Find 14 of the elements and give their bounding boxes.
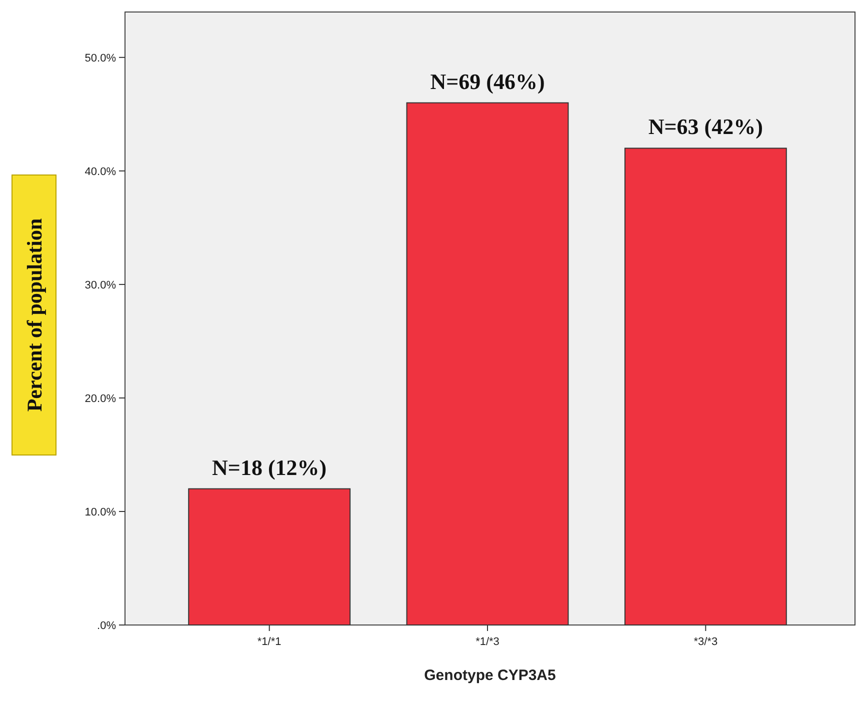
x-tick-label: *1/*1	[257, 636, 282, 648]
y-tick-label: 30.0%	[84, 279, 116, 292]
y-tick-label: 40.0%	[84, 166, 116, 178]
y-axis-title: Percent of population	[22, 218, 46, 412]
x-tick-label: *1/*3	[476, 636, 500, 648]
data-label: N=63 (42%)	[648, 114, 763, 140]
y-tick-label: 20.0%	[84, 392, 116, 405]
y-tick-label: 10.0%	[84, 506, 116, 518]
y-tick-label: .0%	[97, 620, 116, 632]
x-axis-title: Genotype CYP3A5	[424, 667, 556, 684]
y-tick-label: 50.0%	[84, 52, 116, 64]
x-tick-label: *3/*3	[694, 636, 718, 648]
data-label: N=69 (46%)	[430, 68, 545, 94]
data-label: N=18 (12%)	[212, 454, 327, 480]
